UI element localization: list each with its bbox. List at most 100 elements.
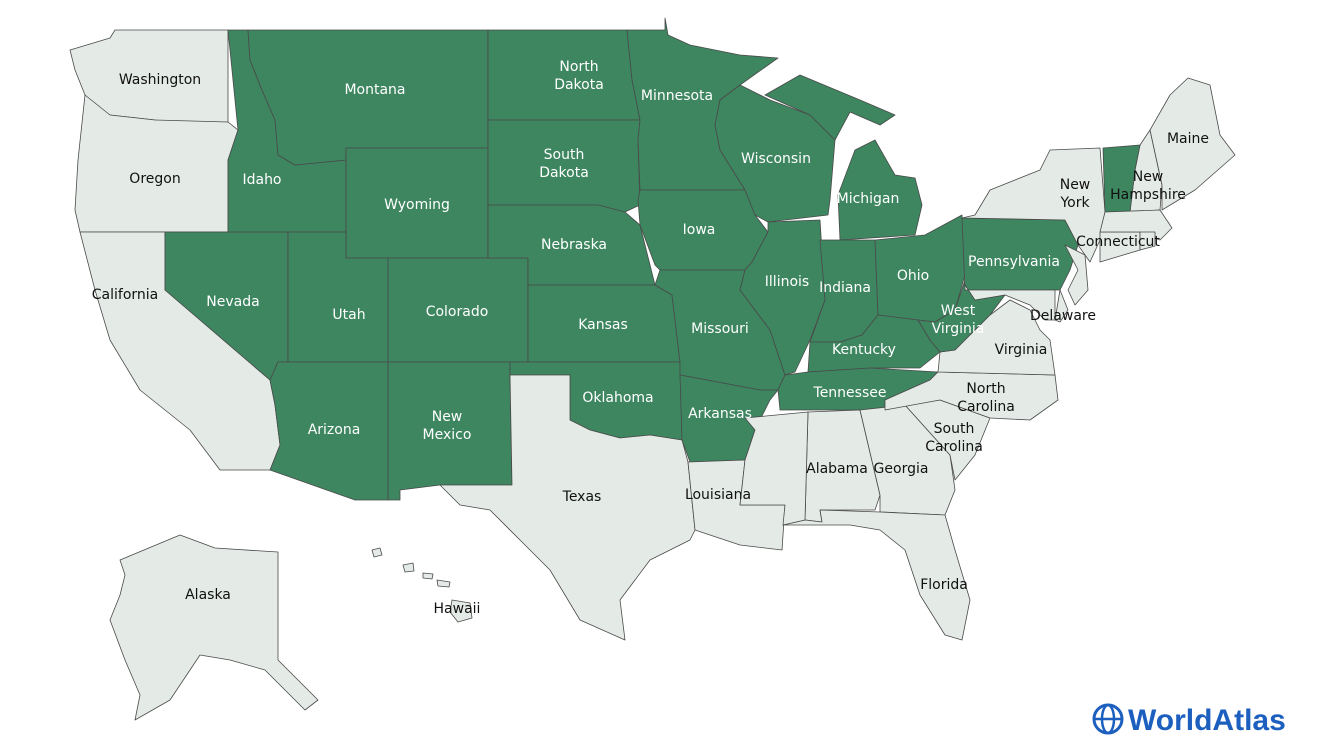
state-shape bbox=[109, 534, 319, 721]
state-label-line: Colorado bbox=[426, 304, 489, 320]
state-label: Idaho bbox=[242, 172, 281, 188]
state-label-line: Missouri bbox=[691, 321, 749, 337]
state-label-line: Carolina bbox=[925, 439, 983, 455]
state-shape bbox=[371, 547, 473, 623]
state-label: Iowa bbox=[683, 222, 716, 238]
state-label: Nebraska bbox=[541, 237, 607, 253]
state-label-line: Arkansas bbox=[688, 406, 752, 422]
state-label: Louisiana bbox=[685, 487, 751, 503]
state-shape bbox=[487, 29, 641, 121]
state-label: Florida bbox=[920, 577, 968, 593]
state-label: Nevada bbox=[206, 294, 259, 310]
states bbox=[69, 17, 1236, 721]
state-shape bbox=[1149, 77, 1236, 211]
state-label: Illinois bbox=[765, 274, 809, 290]
state-label: Utah bbox=[332, 307, 365, 323]
state-label-line: Hawaii bbox=[434, 601, 481, 617]
state-label-line: Wisconsin bbox=[741, 151, 811, 167]
state-label: New Mexico bbox=[423, 409, 472, 443]
state-label-line: Wyoming bbox=[384, 197, 450, 213]
state-label: Indiana bbox=[819, 280, 871, 296]
state-label-line: Delaware bbox=[1030, 308, 1096, 324]
state-label-line: Oklahoma bbox=[582, 390, 653, 406]
state-label-line: North bbox=[559, 59, 598, 75]
state-label-line: California bbox=[92, 287, 158, 303]
state-label-line: Ohio bbox=[897, 268, 929, 284]
state-label-line: Maine bbox=[1167, 131, 1209, 147]
state-label: Montana bbox=[344, 82, 405, 98]
state-label-line: South bbox=[544, 147, 585, 163]
state-label-line: Carolina bbox=[957, 399, 1015, 415]
state-label: Georgia bbox=[874, 461, 929, 477]
state-label: New Hampshire bbox=[1110, 169, 1186, 203]
state-shape bbox=[739, 411, 809, 526]
state-label: Colorado bbox=[426, 304, 489, 320]
state-shape bbox=[439, 374, 696, 641]
state-label-line: West bbox=[941, 303, 976, 319]
state-label-line: Washington bbox=[119, 72, 201, 88]
state-label-line: Pennsylvania bbox=[968, 254, 1060, 270]
state-label-line: Idaho bbox=[242, 172, 281, 188]
state-label-line: Arizona bbox=[308, 422, 361, 438]
state-label-line: Oregon bbox=[129, 171, 180, 187]
state-label: South Carolina bbox=[925, 421, 983, 455]
state-label-line: Utah bbox=[332, 307, 365, 323]
state-label-line: Nebraska bbox=[541, 237, 607, 253]
state-label-line: Kentucky bbox=[832, 342, 896, 358]
state-label: Delaware bbox=[1030, 308, 1096, 324]
state-label: Maine bbox=[1167, 131, 1209, 147]
state-label: Hawaii bbox=[434, 601, 481, 617]
state-label: Michigan bbox=[837, 191, 900, 207]
state-label: Ohio bbox=[897, 268, 929, 284]
state-label-line: Dakota bbox=[554, 77, 604, 93]
state-label-line: Texas bbox=[562, 489, 602, 505]
state-label-line: York bbox=[1059, 195, 1090, 211]
state-shape bbox=[714, 84, 836, 223]
state-label: Wisconsin bbox=[741, 151, 811, 167]
state-label: West Virginia bbox=[932, 303, 985, 337]
state-label: North Carolina bbox=[957, 381, 1015, 415]
state-label-line: North bbox=[966, 381, 1005, 397]
state-shape bbox=[1102, 144, 1141, 213]
state-label-line: Illinois bbox=[765, 274, 809, 290]
state-label-line: Michigan bbox=[837, 191, 900, 207]
state-label-line: New bbox=[1133, 169, 1164, 185]
state-label: Oregon bbox=[129, 171, 180, 187]
state-label-line: New bbox=[432, 409, 463, 425]
state-shape bbox=[884, 371, 1059, 421]
state-label-line: Tennessee bbox=[813, 385, 887, 401]
state-label-line: Alaska bbox=[185, 587, 231, 603]
state-label: Missouri bbox=[691, 321, 749, 337]
state-label-line: Mexico bbox=[423, 427, 472, 443]
state-label: Alaska bbox=[185, 587, 231, 603]
state-shape bbox=[1064, 244, 1089, 306]
state-label-line: Alabama bbox=[806, 461, 868, 477]
state-label: Tennessee bbox=[813, 385, 887, 401]
state-label-line: Iowa bbox=[683, 222, 716, 238]
state-label: Minnesota bbox=[641, 88, 713, 104]
state-label-line: Kansas bbox=[578, 317, 628, 333]
labels: Washington Oregon California Nevada Idaho Mon… bbox=[92, 59, 1209, 617]
state-label: Pennsylvania bbox=[968, 254, 1060, 270]
state-shape bbox=[964, 284, 1056, 321]
state-label-line: Minnesota bbox=[641, 88, 713, 104]
logo: WorldAtlas bbox=[1092, 703, 1286, 737]
state-label-line: Virginia bbox=[995, 342, 1048, 358]
state-label-line: Nevada bbox=[206, 294, 259, 310]
state-label-line: Florida bbox=[920, 577, 968, 593]
state-label-line: Virginia bbox=[932, 321, 985, 337]
state-label: Kentucky bbox=[832, 342, 896, 358]
state-label-line: Indiana bbox=[819, 280, 871, 296]
state-label: California bbox=[92, 287, 158, 303]
state-label-line: Dakota bbox=[539, 165, 589, 181]
state-label: Kansas bbox=[578, 317, 628, 333]
state-label: South Dakota bbox=[539, 147, 589, 181]
state-label: Alabama bbox=[806, 461, 868, 477]
state-label: Wyoming bbox=[384, 197, 450, 213]
state-label: Oklahoma bbox=[582, 390, 653, 406]
state-label: Washington bbox=[119, 72, 201, 88]
state-label: Texas bbox=[562, 489, 602, 505]
state-shape bbox=[764, 74, 923, 241]
state-label-line: Georgia bbox=[874, 461, 929, 477]
